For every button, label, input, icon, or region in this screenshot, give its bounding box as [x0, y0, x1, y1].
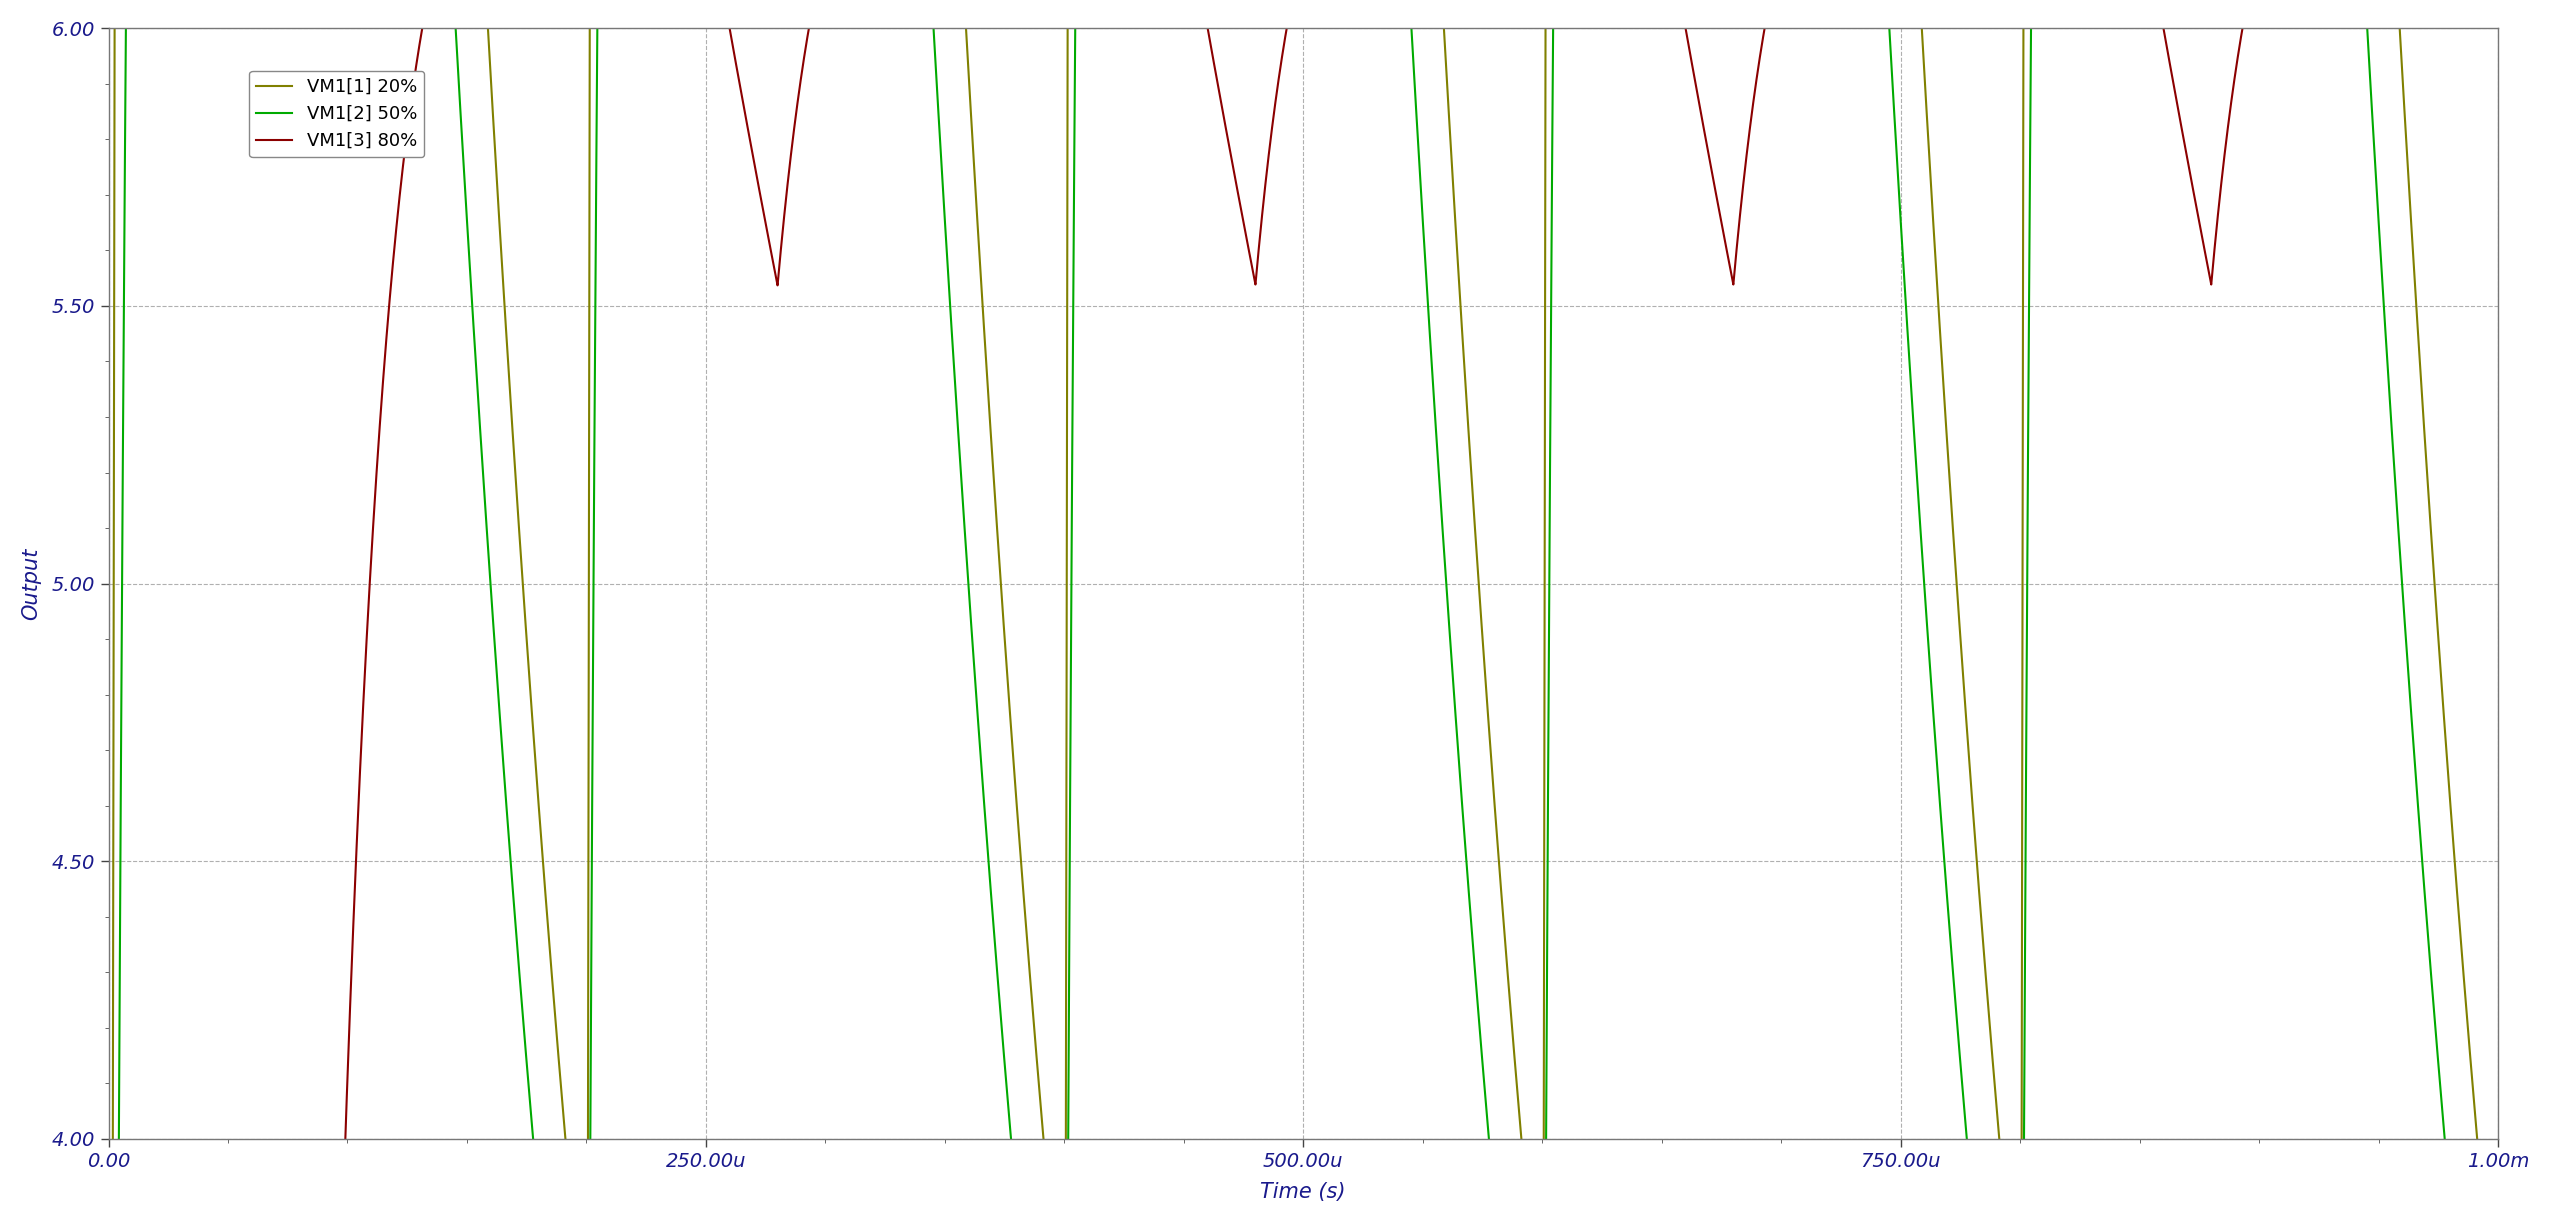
- VM1[1] 20%: [2484, 1188, 2514, 1202]
- VM1[2] 50%: [2484, 1188, 2514, 1202]
- Line: VM1[3] 80%: VM1[3] 80%: [110, 0, 2499, 1195]
- VM1[3] 80%: [235, 1188, 265, 1202]
- Legend: VM1[1] 20%, VM1[2] 50%, VM1[3] 80%: VM1[1] 20%, VM1[2] 50%, VM1[3] 80%: [250, 71, 423, 158]
- VM1[3] 80%: [94, 1188, 125, 1202]
- VM1[3] 80%: [375, 292, 405, 307]
- VM1[1] 20%: [2415, 510, 2445, 525]
- Line: VM1[2] 50%: VM1[2] 50%: [110, 0, 2499, 1195]
- Y-axis label: Output: Output: [20, 548, 41, 620]
- Line: VM1[1] 20%: VM1[1] 20%: [110, 0, 2499, 1195]
- X-axis label: Time (s): Time (s): [1260, 1183, 1346, 1202]
- VM1[2] 50%: [2415, 954, 2445, 969]
- VM1[1] 20%: [94, 1188, 125, 1202]
- VM1[2] 50%: [94, 1188, 125, 1202]
